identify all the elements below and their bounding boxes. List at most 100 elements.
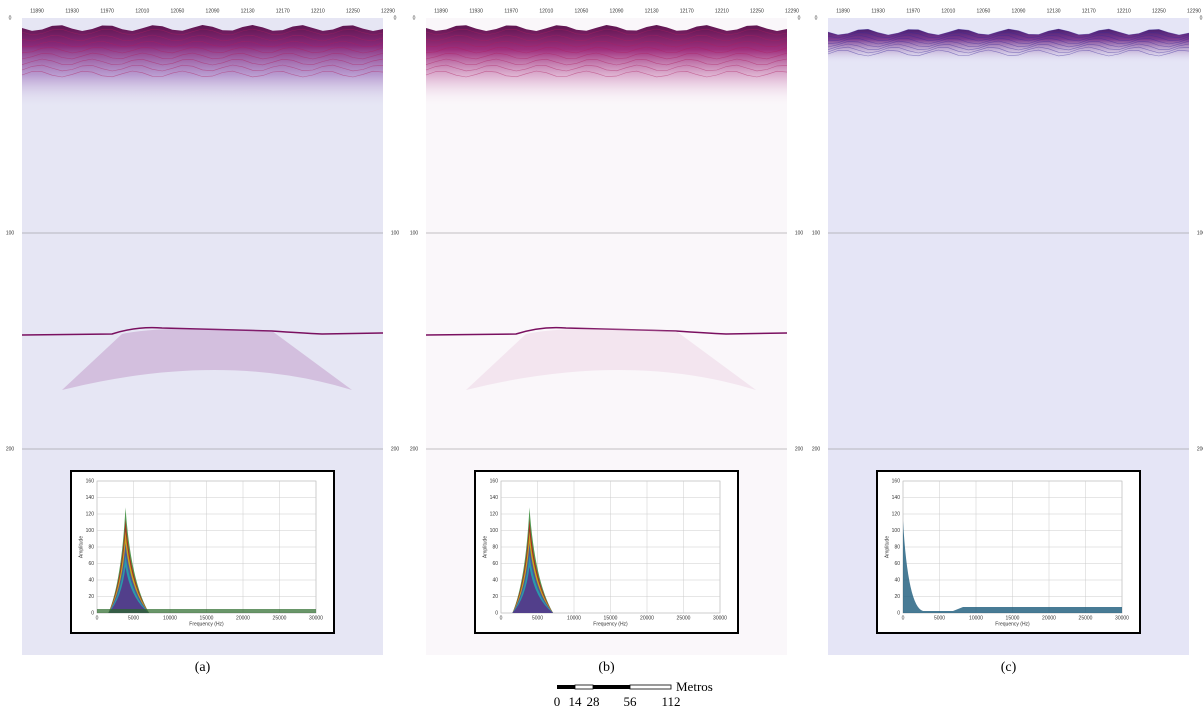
inset-x-label: Frequency (Hz) [593, 621, 628, 627]
trace-label: 12090 [206, 8, 220, 14]
seismic-panel: 11890 11930 11970 12010 12050 12090 12130 12170… [812, 8, 1203, 675]
inset-y-tick: 160 [490, 478, 499, 484]
inset-y-tick: 40 [492, 577, 498, 583]
inset-y-tick: 100 [490, 528, 499, 534]
inset-x-tick: 25000 [1079, 615, 1093, 621]
inset-y-tick: 140 [490, 495, 499, 501]
inset-x-tick: 20000 [1042, 615, 1056, 621]
reflector-line [21, 58, 384, 66]
trace-label: 11970 [100, 8, 114, 14]
trace-label: 12170 [1082, 8, 1096, 14]
depth-label: 100 [1197, 230, 1203, 236]
trace-label: 11890 [30, 8, 44, 14]
scale-label: 56 [624, 694, 638, 709]
inset-x-tick: 10000 [163, 615, 177, 621]
reflector-line [425, 28, 788, 36]
trace-label: 11890 [434, 8, 448, 14]
spectrum-inset: 0 5000 10000 15000 20000 25000 30000 0 20 40 60 80 1… [474, 470, 739, 634]
trace-label: 12010 [941, 8, 955, 14]
trace-label: 12170 [276, 8, 290, 14]
inset-x-tick: 0 [500, 615, 503, 621]
trace-label: 11930 [871, 8, 885, 14]
reflector-line [827, 49, 1190, 57]
inset-y-tick: 60 [894, 561, 900, 567]
inset-x-tick: 30000 [713, 615, 727, 621]
seabed-band [426, 25, 787, 108]
depth-label: 200 [6, 446, 15, 452]
trace-label: 12130 [241, 8, 255, 14]
inset-y-tick: 160 [86, 478, 95, 484]
reflector-line [827, 46, 1190, 54]
inset-x-tick: 10000 [567, 615, 581, 621]
inset-x-tick: 15000 [200, 615, 214, 621]
reflector-line [425, 64, 788, 72]
spectrum-trace [108, 566, 150, 613]
depth-label: 0 [798, 15, 801, 21]
inset-x-tick: 25000 [677, 615, 691, 621]
reflector-horizon [425, 326, 788, 336]
spectrum-inset: 0 5000 10000 15000 20000 25000 30000 0 20 40 60 80 1… [70, 470, 335, 634]
trace-label: 12210 [311, 8, 325, 14]
reflector-line [21, 64, 384, 72]
depth-label: 200 [1197, 446, 1203, 452]
inset-y-tick: 0 [495, 610, 498, 616]
depth-label: 100 [391, 230, 400, 236]
inset-y-tick: 40 [88, 577, 94, 583]
reflector-line [827, 34, 1190, 42]
reflector-line [425, 70, 788, 78]
reflector-line [827, 31, 1190, 39]
reflector-line [21, 52, 384, 60]
inset-y-label: Amplitude [482, 536, 488, 558]
inset-x-tick: 5000 [934, 615, 945, 621]
inset-x-tick: 20000 [640, 615, 654, 621]
inset-y-tick: 100 [892, 528, 901, 534]
inset-y-tick: 60 [492, 561, 498, 567]
inset-y-tick: 120 [490, 511, 499, 517]
depth-label: 200 [812, 446, 821, 452]
scale-label: 28 [587, 694, 600, 709]
scale-label: 112 [661, 694, 680, 709]
panel-caption: (c) [1001, 660, 1017, 675]
inset-x-tick: 0 [902, 615, 905, 621]
reflector-line [425, 46, 788, 54]
trace-label: 11930 [469, 8, 483, 14]
diffraction-zone [62, 328, 352, 390]
reflector-line [425, 52, 788, 60]
trace-label: 12050 [976, 8, 990, 14]
trace-label: 12010 [539, 8, 553, 14]
inset-x-tick: 20000 [236, 615, 250, 621]
spectrum-inset: 0 5000 10000 15000 20000 25000 30000 0 20 40 60 80 1… [876, 470, 1141, 634]
inset-y-tick: 120 [892, 511, 901, 517]
inset-y-tick: 20 [88, 594, 94, 600]
inset-y-tick: 80 [894, 544, 900, 550]
depth-label: 200 [410, 446, 419, 452]
inset-y-tick: 140 [892, 495, 901, 501]
inset-y-label: Amplitude [78, 536, 84, 558]
inset-y-tick: 0 [897, 610, 900, 616]
trace-label: 12290 [1187, 8, 1201, 14]
reflector-line [827, 43, 1190, 51]
scale-bar: Metros [557, 679, 713, 694]
inset-y-label: Amplitude [884, 536, 890, 558]
spectrum-trace [512, 566, 554, 613]
inset-x-tick: 5000 [128, 615, 139, 621]
depth-label: 100 [812, 230, 821, 236]
panel-caption: (b) [598, 660, 615, 675]
trace-label: 12210 [1117, 8, 1131, 14]
inset-x-tick: 15000 [1006, 615, 1020, 621]
depth-label: 100 [6, 230, 15, 236]
inset-x-tick: 10000 [969, 615, 983, 621]
spectrum-floor [97, 609, 316, 613]
reflector-line [21, 46, 384, 54]
trace-label: 12290 [785, 8, 799, 14]
inset-x-label: Frequency (Hz) [189, 621, 224, 627]
inset-y-tick: 0 [91, 610, 94, 616]
inset-y-tick: 80 [88, 544, 94, 550]
seismic-panel: 11890 11930 11970 12010 12050 12090 12130 12170… [6, 8, 400, 675]
depth-label: 100 [795, 230, 804, 236]
reflector-line [827, 37, 1190, 45]
trace-label: 12250 [1152, 8, 1166, 14]
trace-label: 12290 [381, 8, 395, 14]
trace-label: 11970 [906, 8, 920, 14]
inset-y-tick: 120 [86, 511, 95, 517]
